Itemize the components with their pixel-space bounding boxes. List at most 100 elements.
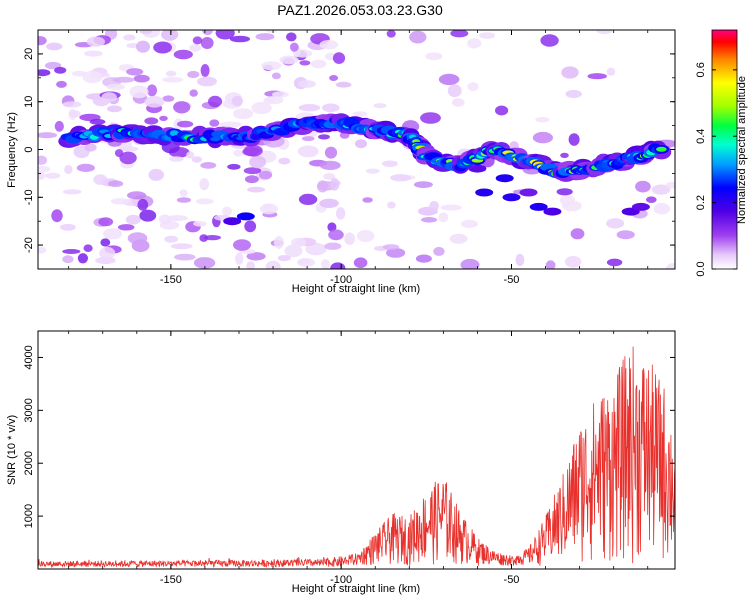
spectrogram-noise-cell <box>162 95 175 102</box>
y-tick-label: 3000 <box>23 398 35 422</box>
spectrogram-noise-cell <box>231 95 243 107</box>
spectrogram-noise-cell <box>114 149 124 158</box>
spectrogram-noise-cell <box>335 207 346 220</box>
y-tick-label: -10 <box>23 189 35 205</box>
spectrogram-branch-cell <box>475 188 494 197</box>
spectrogram-branch-cell <box>495 174 514 183</box>
spectrogram-noise-cell <box>144 96 165 108</box>
snr-panel: -150 -100 -50 1000 2000 3000 4000 Height of s… <box>6 330 676 595</box>
y-tick-label: 10 <box>23 96 35 108</box>
spectrogram-noise-cell <box>556 188 573 196</box>
spectrogram-noise-cell <box>409 30 427 44</box>
spectrogram-noise-cell <box>200 162 217 169</box>
spectrogram-noise-cell <box>460 219 479 228</box>
spectrogram-noise-cell <box>440 204 462 211</box>
spectrogram-noise-cell <box>229 35 250 43</box>
spectrogram-noise-cell <box>244 220 257 233</box>
spectrogram-noise-cell <box>330 262 346 269</box>
spectrogram-noise-cell <box>653 202 671 215</box>
spectrogram-noise-cell <box>297 145 319 158</box>
page-title: PAZ1.2026.053.03.23.G30 <box>277 2 443 18</box>
spectrogram-noise-cell <box>38 165 51 173</box>
spectrogram-noise-cell <box>286 32 297 42</box>
spectrogram-noise-cell <box>329 75 339 81</box>
spectrogram-noise-cell <box>319 40 339 50</box>
spectrogram-noise-cell <box>665 181 675 189</box>
spectrogram-noise-cell <box>356 229 375 243</box>
spectrogram-noise-cell <box>89 118 106 125</box>
spectrogram-noise-cell <box>320 259 330 269</box>
spectrogram-noise-cell <box>62 249 81 254</box>
spectrogram-noise-cell <box>438 73 460 85</box>
spectrogram-noise-cell <box>187 70 200 79</box>
spectrogram-noise-cell <box>335 81 352 88</box>
spectrogram-noise-cell <box>284 244 303 258</box>
spectrogram-noise-cell <box>450 30 469 38</box>
spectrogram-noise-cell <box>76 163 95 172</box>
spectrogram-noise-cell <box>246 252 266 261</box>
spectrogram-noise-cell <box>195 198 214 205</box>
spectrogram-noise-cell <box>170 243 193 250</box>
spectrogram-noise-cell <box>200 64 210 77</box>
spectrogram-noise-cell <box>192 36 203 45</box>
x-tick-label: -150 <box>160 574 182 586</box>
spectrogram-noise-cell <box>421 217 438 223</box>
spectrogram-noise-cell <box>219 121 242 128</box>
spectrogram-noise-cell <box>139 209 157 222</box>
spectrogram-noise-cell <box>123 34 136 41</box>
spectrogram-noise-cell <box>137 198 149 211</box>
spectrogram-noise-cell <box>64 164 73 175</box>
spectrogram-noise-cell <box>110 198 131 205</box>
spectrogram-noise-cell <box>235 252 244 265</box>
spectrogram-noise-cell <box>386 30 396 38</box>
spectrogram-noise-cell <box>77 253 88 264</box>
spectrogram-noise-cell <box>277 255 291 262</box>
spectrogram-noise-cell <box>247 186 266 193</box>
colorbar-tick-label: 0.6 <box>695 62 707 77</box>
spectrogram-noise-cell <box>83 244 93 252</box>
x-tick-label: -50 <box>504 274 520 286</box>
spectrogram-noise-cell <box>328 229 344 241</box>
colorbar-tick-label: 0.4 <box>695 129 707 144</box>
spectrogram-noise-cell <box>199 234 208 242</box>
spectrogram-noise-cell <box>433 246 445 256</box>
spectrogram-noise-cell <box>165 70 177 77</box>
spectrogram-noise-cell <box>82 70 103 84</box>
spectrogram-noise-cell <box>332 52 346 64</box>
spectrogram-noise-cell <box>38 69 51 77</box>
spectrogram-noise-cell <box>310 59 327 69</box>
y-tick-label: 4000 <box>23 345 35 369</box>
spectrogram-noise-cell <box>415 254 432 263</box>
spectrogram-noise-cell <box>302 136 315 142</box>
spectrogram-noise-cell <box>127 191 147 200</box>
spectrogram-noise-cell <box>246 261 255 269</box>
spectrogram-noise-cell <box>133 74 150 83</box>
colorbar: 0.0 0.2 0.4 0.6 Normalized spectral amplitu… <box>695 29 748 277</box>
spectrogram-noise-cell <box>278 157 291 165</box>
spectrogram-noise-cell <box>305 242 327 256</box>
spectrogram-noise-cell <box>51 209 63 223</box>
spectrogram-noise-cell <box>166 215 188 222</box>
colorbar-gradient <box>711 29 738 270</box>
x-tick-label: -100 <box>330 274 352 286</box>
spectrogram-noise-cell <box>387 201 396 209</box>
spectrogram-noise-cell <box>176 197 191 203</box>
spectrogram-branch-cell <box>502 193 521 202</box>
spectrogram-noise-cell <box>560 152 569 158</box>
spectrogram-noise-cell <box>148 168 164 181</box>
spectrogram-noise-cell <box>298 80 316 88</box>
spectrogram-y-ticks: -20 -10 0 10 20 <box>23 29 675 270</box>
spectrogram-ridge-core <box>656 146 667 152</box>
spectrogram-noise-cell <box>451 98 465 107</box>
spectrogram-noise-cell <box>249 155 267 169</box>
spectrogram-noise-cell <box>362 197 373 203</box>
spectrogram-noise-cell <box>323 173 336 180</box>
spectrogram-noise-cell <box>146 84 158 97</box>
spectrogram-noise-cell <box>56 80 67 88</box>
spectrogram-noise-cell <box>255 33 275 41</box>
spectrogram-noise-cell <box>420 112 441 124</box>
spectrogram-noise-cell <box>193 257 216 269</box>
spectrogram-noise-cell <box>103 228 123 240</box>
spectrogram-noise-cell <box>318 134 330 140</box>
